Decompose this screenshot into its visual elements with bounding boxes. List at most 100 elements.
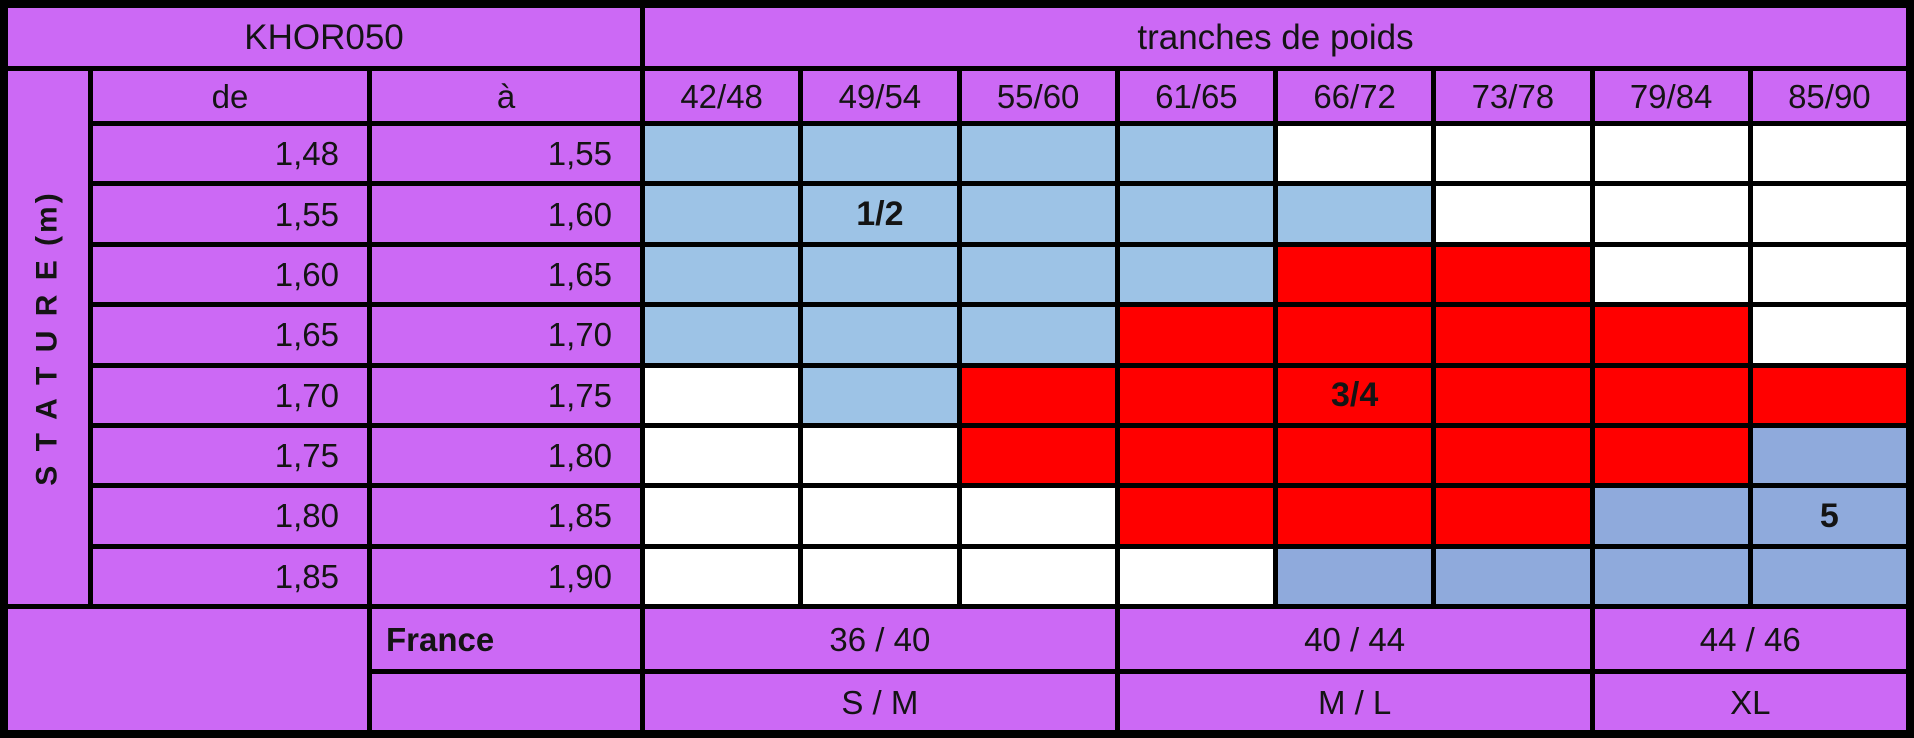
france-size-range: 36 / 40 (645, 609, 1115, 669)
size-zone-cell (1119, 186, 1273, 242)
size-zone-cell: 5 (1752, 488, 1906, 544)
to-column-header: à (372, 71, 640, 121)
stature-to-value: 1,85 (372, 488, 640, 544)
size-zone-cell (1278, 427, 1432, 484)
stature-from-value: 1,80 (93, 488, 367, 544)
stature-to-value: 1,70 (372, 307, 640, 363)
stature-to-value: 1,80 (372, 427, 640, 484)
product-code: KHOR050 (8, 8, 640, 66)
france-size-range: 44 / 46 (1594, 609, 1906, 669)
stature-to-value: 1,75 (372, 367, 640, 423)
stature-from-value: 1,75 (93, 427, 367, 484)
weight-column-header: 73/78 (1436, 71, 1590, 121)
stature-from-value: 1,85 (93, 548, 367, 604)
size-zone-cell (803, 367, 957, 423)
stature-axis-cell: S T A T U R E (m) (8, 71, 88, 604)
stature-to-value: 1,65 (372, 246, 640, 303)
stature-to-value: 1,60 (372, 186, 640, 242)
size-zone-cell (1119, 126, 1273, 182)
size-zone-cell (1752, 126, 1906, 182)
size-zone-cell (1752, 367, 1906, 423)
size-zone-cell (1594, 246, 1748, 303)
size-zone-cell (803, 126, 957, 182)
size-zone-cell (645, 246, 799, 303)
size-zone-cell (645, 427, 799, 484)
size-zone-cell (1119, 548, 1273, 604)
size-zone-cell (645, 307, 799, 363)
stature-to-value: 1,55 (372, 126, 640, 182)
size-zone-cell (645, 126, 799, 182)
size-zone-cell (803, 246, 957, 303)
size-zone-cell (1436, 488, 1590, 544)
size-zone-cell (803, 488, 957, 544)
intl-size-label: S / M (645, 674, 1115, 730)
size-zone-cell (1594, 548, 1748, 604)
size-zone-cell (1436, 307, 1590, 363)
weight-column-header: 55/60 (961, 71, 1115, 121)
size-zone-cell (1278, 246, 1432, 303)
stature-from-value: 1,60 (93, 246, 367, 303)
intl-size-label: M / L (1119, 674, 1590, 730)
france-size-range: 40 / 44 (1119, 609, 1590, 669)
weight-column-header: 85/90 (1752, 71, 1906, 121)
size-zone-cell (1278, 126, 1432, 182)
stature-from-value: 1,70 (93, 367, 367, 423)
size-zone-cell (1594, 427, 1748, 484)
size-zone-cell (803, 427, 957, 484)
size-zone-cell (1594, 488, 1748, 544)
size-zone-cell (1119, 367, 1273, 423)
weight-column-header: 79/84 (1594, 71, 1748, 121)
size-zone-cell (961, 126, 1115, 182)
size-zone-cell (1752, 186, 1906, 242)
size-zone-cell (961, 427, 1115, 484)
size-zone-cell (1436, 186, 1590, 242)
size-zone-cell (645, 367, 799, 423)
size-zone-cell (1278, 307, 1432, 363)
size-zone-cell (803, 548, 957, 604)
size-zone-cell (961, 367, 1115, 423)
size-zone-cell (1594, 367, 1748, 423)
size-zone-cell (1278, 488, 1432, 544)
size-zone-cell (1119, 307, 1273, 363)
zone-size-label: 1/2 (856, 195, 904, 234)
from-column-header: de (93, 71, 367, 121)
size-zone-cell (645, 488, 799, 544)
size-zone-cell (961, 488, 1115, 544)
footer-spacer-cell (8, 609, 367, 730)
zone-size-label: 5 (1819, 496, 1839, 535)
intl-size-label: XL (1594, 674, 1906, 730)
size-zone-cell (961, 246, 1115, 303)
weight-column-header: 61/65 (1119, 71, 1273, 121)
france-row-label: France (372, 609, 640, 669)
size-zone-cell (1278, 186, 1432, 242)
stature-from-value: 1,48 (93, 126, 367, 182)
size-zone-cell (1752, 427, 1906, 484)
size-zone-cell (1119, 427, 1273, 484)
size-zone-cell (1752, 307, 1906, 363)
stature-from-value: 1,55 (93, 186, 367, 242)
size-zone-cell (1436, 367, 1590, 423)
zone-size-label: 3/4 (1330, 376, 1379, 415)
size-zone-cell (645, 186, 799, 242)
size-zone-cell (1752, 246, 1906, 303)
size-zone-cell (1278, 548, 1432, 604)
stature-axis-label: S T A T U R E (m) (31, 189, 65, 486)
size-zone-cell (1594, 307, 1748, 363)
size-zone-cell: 1/2 (803, 186, 957, 242)
footer-empty-cell (372, 674, 640, 730)
size-zone-cell (1436, 246, 1590, 303)
stature-to-value: 1,90 (372, 548, 640, 604)
size-zone-cell (1436, 126, 1590, 182)
weights-group-header: tranches de poids (645, 8, 1906, 66)
stature-from-value: 1,65 (93, 307, 367, 363)
weight-column-header: 66/72 (1278, 71, 1432, 121)
size-zone-cell (961, 548, 1115, 604)
size-zone-cell: 3/4 (1278, 367, 1432, 423)
size-zone-cell (1752, 548, 1906, 604)
size-zone-cell (1119, 246, 1273, 303)
size-zone-cell (961, 186, 1115, 242)
size-zone-cell (961, 307, 1115, 363)
size-zone-cell (1436, 548, 1590, 604)
